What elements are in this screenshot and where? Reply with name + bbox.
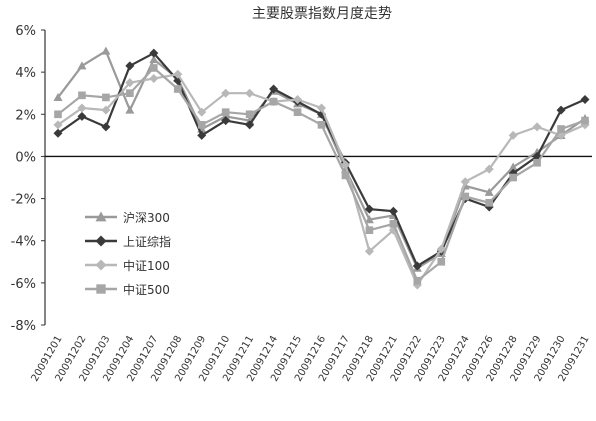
y-tick-label: 6% [15,24,36,39]
data-point [317,103,326,113]
data-point [460,177,470,187]
data-point [78,91,86,100]
series-layer [53,46,590,290]
data-point [102,93,110,102]
legend-item: 中证500 [85,282,170,297]
data-point [101,105,111,115]
data-point [149,48,159,58]
data-point [125,105,135,114]
y-tick-label: 4% [15,66,36,81]
legend-item: 沪深300 [85,211,170,225]
data-point [53,120,63,130]
data-point [461,192,470,201]
data-point [221,116,231,126]
data-point [125,61,135,71]
data-point [581,116,589,125]
legend-label: 上证综指 [123,234,171,249]
data-point [77,103,87,113]
data-point [364,246,374,256]
series-3 [53,69,590,290]
data-point [509,173,517,182]
y-tick-label: -6% [11,277,36,292]
data-point [77,111,87,121]
legend-marker [95,259,107,271]
data-point [580,95,590,105]
y-tick-label: 2% [15,108,36,123]
legend-marker [96,284,106,294]
data-point [269,84,279,94]
data-point [149,73,159,83]
data-point [54,110,62,119]
legend-label: 沪深300 [123,211,170,225]
data-point [173,85,182,93]
legend-marker [95,211,107,222]
data-point [532,122,542,132]
legend-label: 中证100 [123,258,170,273]
data-point [221,108,230,117]
data-point [341,171,350,180]
data-point [293,95,303,105]
data-point [126,89,134,98]
data-point [413,276,422,285]
series-4 [54,64,589,285]
data-point [125,78,135,88]
data-point [149,55,159,64]
data-point [365,226,374,235]
legend-label: 中证500 [123,282,170,297]
data-point [197,120,206,129]
data-point [412,261,422,271]
data-point [77,61,87,70]
data-point [53,92,63,102]
data-point [197,130,207,140]
data-point [389,220,398,228]
data-point [533,158,541,167]
data-point [556,105,566,115]
data-point [245,120,255,130]
data-point [508,130,518,140]
data-point [149,64,158,72]
data-point [269,97,278,106]
data-point [364,215,374,224]
y-tick-label: 0% [15,150,36,165]
data-point [101,46,111,55]
data-point [53,128,63,138]
data-point [221,88,231,98]
data-point [437,257,446,266]
data-point [197,107,207,117]
data-point [340,160,350,170]
data-point [173,69,183,79]
chart-title: 主要股票指数月度走势 [252,6,392,22]
data-point [557,125,565,133]
axes: 6%4%2%0%-2%-4%-6%-8%20091201200912022009… [11,24,592,384]
data-point [436,244,446,254]
legend-item: 中证100 [85,258,170,273]
y-tick-label: -8% [11,319,36,334]
data-point [317,120,326,129]
data-point [388,206,398,216]
data-point [364,204,374,214]
data-point [101,122,111,132]
data-point [484,187,494,196]
data-point [245,110,254,119]
legend-item: 上证综指 [85,234,171,249]
data-point [293,108,302,117]
data-point [485,198,494,207]
y-tick-label: -2% [11,193,36,208]
data-point [484,164,494,174]
data-point [245,88,255,98]
y-tick-label: -4% [11,235,36,250]
legend-marker [95,235,107,247]
data-point [508,162,518,171]
